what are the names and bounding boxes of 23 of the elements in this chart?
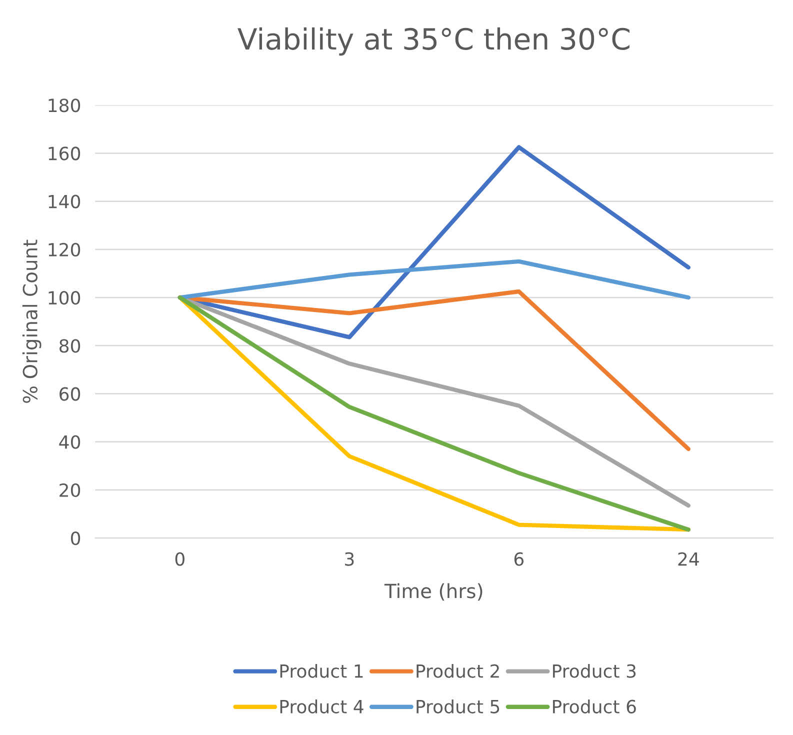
y-tick-label: 120 [48, 242, 80, 257]
chart-title: Viability at 35°C then 30°C [238, 27, 630, 56]
legend-label: Product 3 [553, 664, 636, 678]
y-axis-title: % Original Count [22, 240, 42, 403]
y-tick-label: 0 [70, 531, 80, 546]
legend-label: Product 1 [280, 664, 363, 678]
y-tick-label: 180 [48, 98, 80, 112]
x-tick-label: 6 [514, 552, 524, 566]
x-tick-label: 3 [345, 552, 354, 566]
y-tick-label: 100 [48, 290, 80, 305]
y-tick-label: 20 [60, 483, 80, 498]
y-tick-label: 40 [59, 435, 80, 449]
legend-label: Product 4 [280, 699, 364, 714]
y-tick-label: 140 [48, 194, 80, 208]
x-tick-label: 24 [678, 552, 699, 566]
legend-label: Product 2 [416, 664, 499, 678]
legend-label: Product 5 [416, 699, 500, 714]
y-tick-label: 80 [60, 339, 80, 353]
legend-label: Product 6 [553, 699, 636, 714]
x-tick-label: 0 [175, 552, 184, 566]
y-tick-label: 160 [48, 146, 80, 160]
x-axis-title: Time (hrs) [384, 583, 482, 601]
y-tick-label: 60 [60, 387, 80, 401]
